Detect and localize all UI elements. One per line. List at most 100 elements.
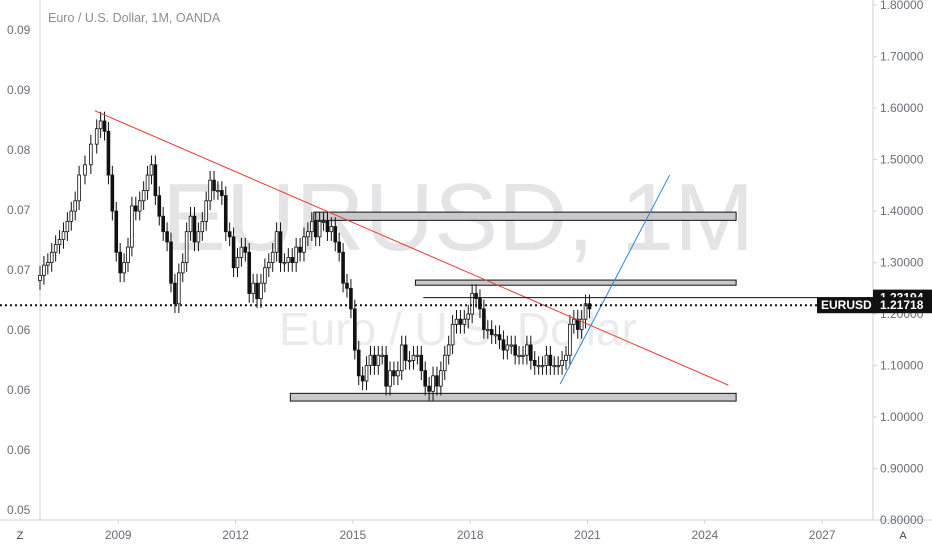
candle-body	[435, 375, 439, 387]
candle-body	[478, 298, 482, 310]
chart-title: Euro / U.S. Dollar, 1M, OANDA	[48, 11, 221, 25]
candle-body	[521, 354, 525, 357]
candle-body	[134, 205, 138, 212]
candle-body	[263, 267, 267, 284]
candle-body	[118, 251, 122, 274]
candle-body	[239, 246, 244, 258]
time-axis-label: 2024	[691, 528, 718, 542]
right-axis-label: 1.50000	[880, 153, 924, 167]
candle-body	[396, 370, 400, 377]
candle-body	[89, 143, 93, 166]
candle-body	[337, 241, 341, 253]
candle-body	[243, 246, 248, 253]
time-axis-label: 2009	[105, 528, 132, 542]
candle-body	[325, 220, 330, 233]
candle-body	[290, 257, 295, 263]
candle-body	[505, 344, 510, 351]
candle-body	[102, 120, 107, 132]
candle-body	[532, 359, 537, 366]
candle-body	[431, 375, 435, 392]
candle-body	[345, 282, 349, 289]
candle-body	[208, 179, 212, 202]
support-resistance-zone	[289, 392, 737, 402]
candle-body	[216, 190, 220, 193]
time-axis-label: 2015	[340, 528, 367, 542]
left-axis-label: 0.08	[7, 143, 31, 157]
candle-body	[114, 210, 119, 253]
candle-body	[439, 370, 443, 387]
symbol-tag-box	[817, 297, 873, 314]
candle-body	[411, 354, 416, 361]
candle-body	[251, 282, 255, 294]
candle-body	[544, 354, 549, 366]
candle-body	[360, 375, 365, 382]
candle-body	[384, 354, 388, 387]
left-axis-label: 0.05	[7, 503, 31, 517]
candle-body	[149, 164, 154, 176]
candle-body	[247, 251, 252, 294]
candle-body	[145, 174, 150, 191]
corner-auto-label[interactable]: A	[899, 530, 907, 542]
candle-body	[302, 236, 306, 253]
candle-body	[458, 318, 463, 325]
candle-body	[227, 231, 232, 238]
candle-body	[572, 318, 576, 325]
candle-body	[184, 231, 189, 263]
left-axis-label: 0.06	[7, 443, 31, 457]
candle-body	[450, 323, 455, 346]
candle-body	[321, 220, 326, 223]
candle-body	[415, 354, 420, 357]
time-axis-label: 2012	[222, 528, 249, 542]
candle-body	[192, 215, 197, 243]
candle-body	[282, 262, 287, 265]
candle-body	[313, 220, 318, 238]
left-axis-label: 0.09	[7, 83, 31, 97]
candle-body	[122, 262, 126, 274]
candle-body	[548, 354, 553, 366]
candle-body	[173, 282, 177, 305]
candle-body	[61, 231, 66, 240]
candle-body	[180, 262, 185, 274]
candle-body	[141, 190, 146, 202]
candle-body	[212, 179, 216, 191]
candle-body	[497, 334, 502, 341]
candle-body	[161, 215, 165, 233]
right-axis-label: 0.90000	[880, 462, 924, 476]
candle-body	[560, 359, 564, 366]
candle-body	[137, 200, 142, 212]
left-axis-label: 0.06	[7, 383, 31, 397]
candle-body	[270, 251, 275, 263]
candle-body	[200, 220, 205, 233]
candle-body	[368, 354, 373, 366]
right-price-axis[interactable]: 1.80000 1.70000 1.60000 1.50000 1.40000 1.300…	[873, 0, 924, 527]
candle-body	[42, 264, 46, 276]
right-axis-label: 1.60000	[880, 101, 924, 115]
right-axis-label: 1.40000	[880, 204, 924, 218]
plot-area[interactable]	[0, 110, 873, 402]
candle-body	[552, 365, 557, 368]
candle-body	[474, 293, 478, 300]
candle-body	[489, 329, 494, 336]
candle-body	[266, 262, 271, 269]
candle-body	[364, 365, 369, 382]
candle-body	[157, 195, 162, 217]
corner-z-label[interactable]: Z	[17, 530, 24, 542]
candle-body	[392, 370, 396, 377]
candle-body	[462, 318, 467, 325]
candle-body	[446, 344, 451, 356]
time-axis-label: 2021	[574, 528, 601, 542]
candle-body	[353, 308, 357, 351]
right-axis-label: 0.80000	[880, 513, 924, 527]
candle-body	[46, 262, 50, 266]
candle-body	[57, 239, 62, 245]
candle-body	[356, 349, 361, 377]
candle-body	[583, 303, 588, 320]
candle-body	[423, 370, 428, 387]
candle-body	[69, 210, 74, 222]
candle-body	[372, 354, 377, 366]
candle-body	[65, 220, 70, 233]
time-axis[interactable]: 2009 2012 2015 2018 2021 2024 2027	[105, 520, 836, 542]
right-axis-label: 1.10000	[880, 359, 924, 373]
time-axis-label: 2027	[809, 528, 836, 542]
